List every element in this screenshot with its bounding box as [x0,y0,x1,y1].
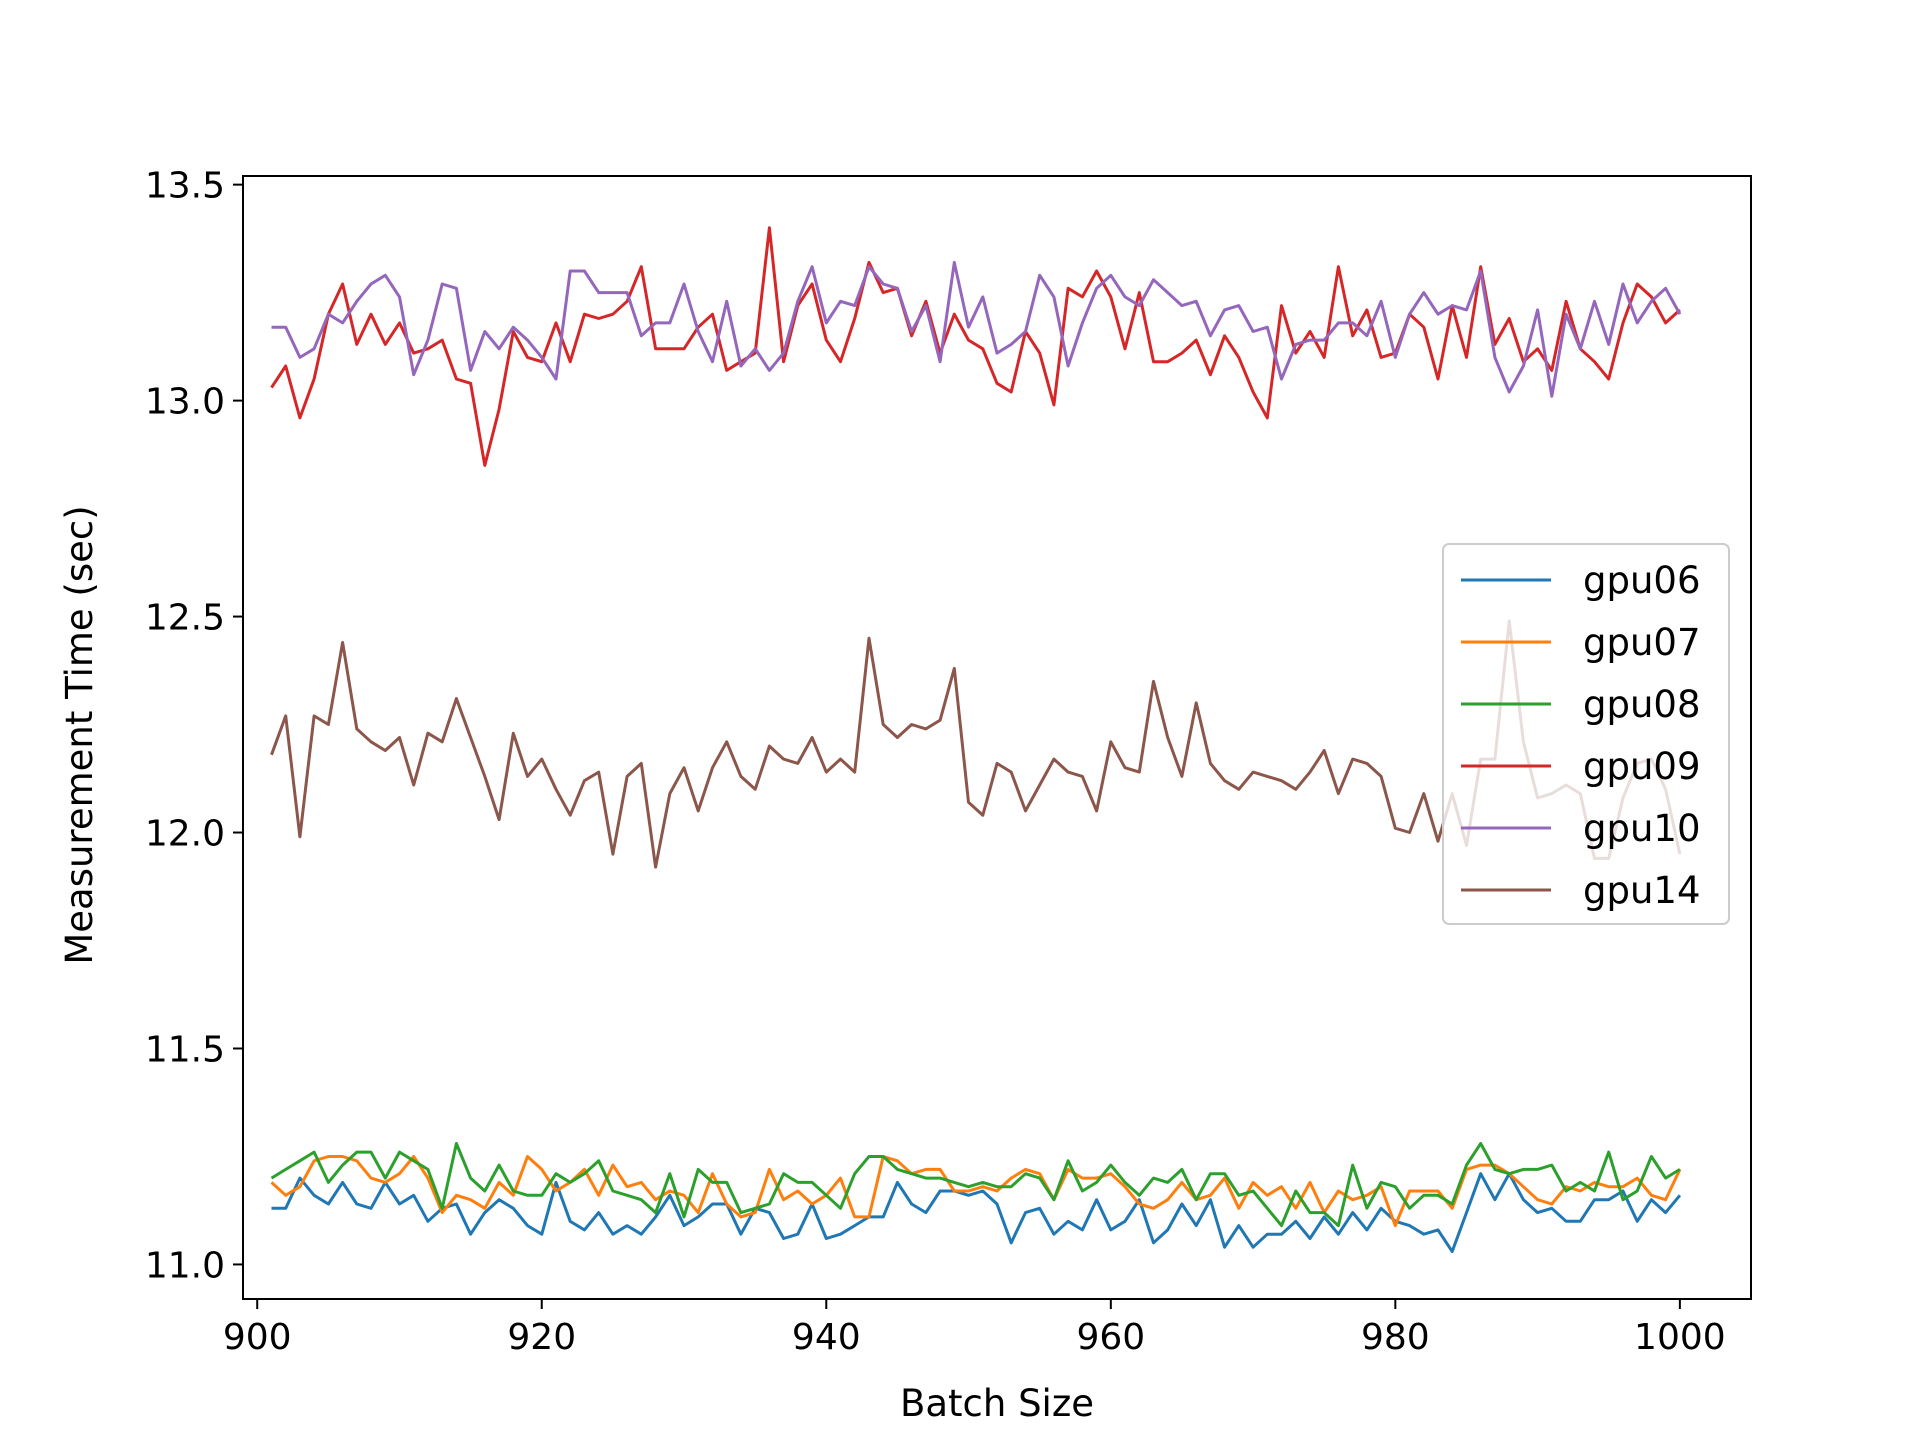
series-line-gpu10 [271,260,1682,398]
y-tick-label: 13.0 [145,382,225,423]
x-axis-label: Batch Size [900,1382,1094,1425]
legend-label-gpu06: gpu06 [1583,559,1701,602]
plot-frame [242,175,1752,1300]
y-axis-label: Measurement Time (sec) [58,505,101,964]
series-line-gpu06 [271,1172,1682,1253]
y-tick-label: 12.0 [145,814,225,855]
legend-label-gpu07: gpu07 [1583,621,1701,664]
y-tick-label: 11.5 [145,1029,225,1070]
series-line-gpu09 [270,226,1681,467]
x-tick-label: 960 [1076,1317,1145,1358]
x-tick-label: 940 [792,1317,861,1358]
x-tick-label: 1000 [1634,1317,1726,1358]
y-tick-label: 13.5 [145,166,225,207]
legend: gpu06 gpu07 gpu08 gpu09 gpu10 gpu14 [1442,543,1730,925]
y-tick-label: 12.5 [145,598,225,639]
x-tick-label: 920 [507,1317,576,1358]
x-tick-label: 900 [223,1317,292,1358]
legend-label-gpu14: gpu14 [1583,869,1701,912]
legend-label-gpu08: gpu08 [1583,683,1701,726]
x-tick-label: 980 [1361,1317,1430,1358]
axes: 900 920 940 960 980 1000 11.0 11.5 12.0 12.5 13.0 1… [145,166,1752,1358]
y-tick-label: 11.0 [145,1245,225,1286]
legend-label-gpu09: gpu09 [1583,745,1701,788]
legend-label-gpu10: gpu10 [1583,807,1701,850]
series-line-gpu08 [270,1142,1681,1228]
